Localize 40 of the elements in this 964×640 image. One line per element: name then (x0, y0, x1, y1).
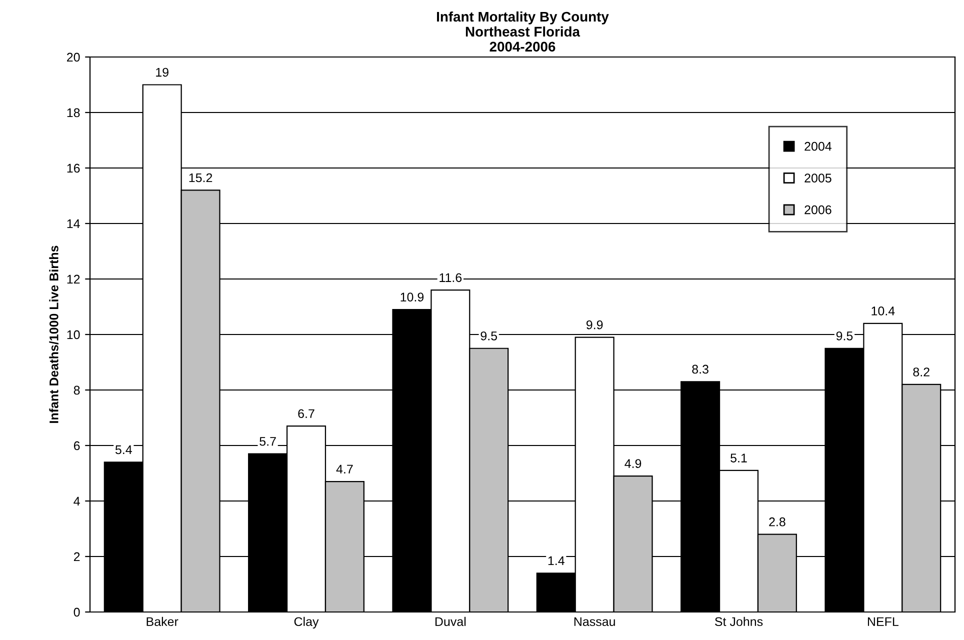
data-label: 5.4 (115, 445, 132, 454)
y-tick-label: 6 (74, 441, 80, 450)
x-tick-label: Baker (146, 616, 178, 626)
x-tick-label: NEFL (868, 617, 898, 626)
y-tick-label: 20 (67, 52, 80, 62)
y-tick-label: 14 (67, 219, 80, 228)
y-tick-label: 16 (67, 164, 80, 173)
legend-label: 2005 (804, 174, 832, 182)
data-label: 5.1 (730, 454, 747, 462)
y-axis-title: Infant Deaths/1000 Live Births (49, 246, 58, 423)
data-label: 6.7 (298, 409, 314, 418)
data-label: 19 (156, 68, 168, 77)
data-label: 5.7 (260, 437, 276, 446)
chart-title: Infant Mortality By County Northeast Florida 2004-2006 (437, 11, 609, 52)
data-label: 4.9 (624, 459, 642, 468)
y-tick-label: 2 (74, 552, 80, 562)
y-tick-label: 0 (74, 608, 80, 617)
x-tick-label: St Johns (715, 616, 763, 626)
legend-label: 2004 (804, 142, 832, 151)
y-tick-label: 18 (67, 108, 80, 118)
y-tick-label: 12 (67, 274, 80, 284)
data-label: 8.2 (913, 368, 930, 376)
y-tick-label: 10 (67, 330, 80, 340)
data-label: 9.5 (480, 331, 498, 340)
data-label: 4.7 (336, 464, 353, 474)
data-label: 2.8 (769, 517, 786, 526)
x-tick-label: Clay (294, 616, 319, 629)
data-label: 8.3 (692, 364, 708, 374)
data-label: 11.6 (440, 273, 462, 282)
data-label: 9.5 (836, 331, 853, 340)
data-label: 10.9 (400, 292, 424, 302)
data-label: 10.4 (872, 306, 895, 316)
x-tick-label: Nassau (574, 617, 615, 626)
y-tick-label: 4 (74, 496, 80, 506)
data-label: 1.4 (548, 556, 564, 565)
x-tick-label: Duval (435, 616, 466, 626)
legend-label: 2006 (804, 205, 832, 214)
data-label: 9.9 (586, 320, 603, 330)
data-label: 15.2 (189, 173, 212, 182)
y-tick-label: 8 (74, 386, 80, 395)
